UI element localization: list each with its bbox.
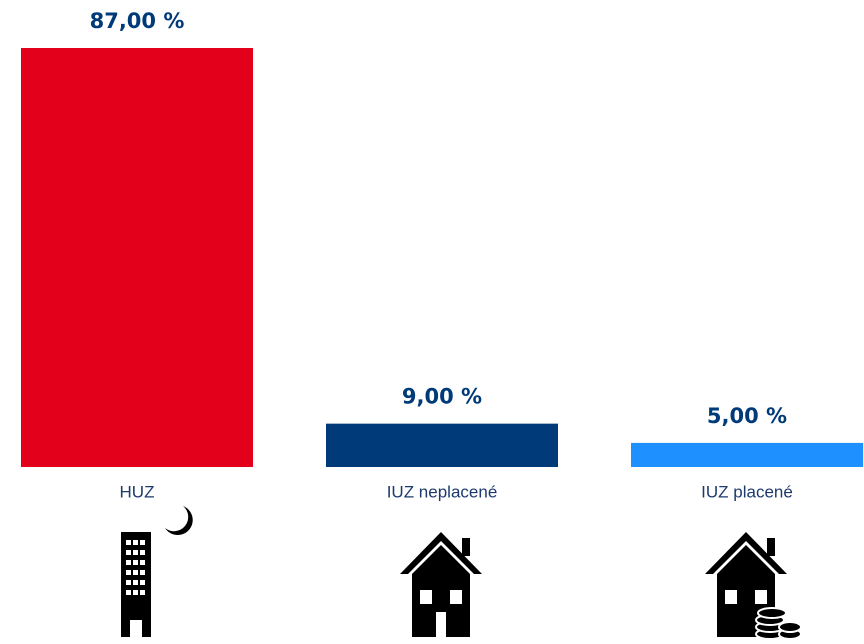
bar: [631, 442, 863, 467]
category-label: IUZ neplacené: [387, 482, 498, 501]
category-label: HUZ: [120, 482, 155, 501]
icon-house: [400, 532, 482, 637]
category-label: IUZ placené: [701, 482, 793, 501]
bar: [21, 48, 253, 467]
value-label: 87,00 %: [90, 9, 185, 33]
icon-house-coins: [705, 532, 802, 640]
bar: [326, 423, 558, 467]
icon-hotel: [121, 506, 193, 637]
value-label: 9,00 %: [402, 385, 482, 409]
value-label: 5,00 %: [707, 404, 787, 428]
